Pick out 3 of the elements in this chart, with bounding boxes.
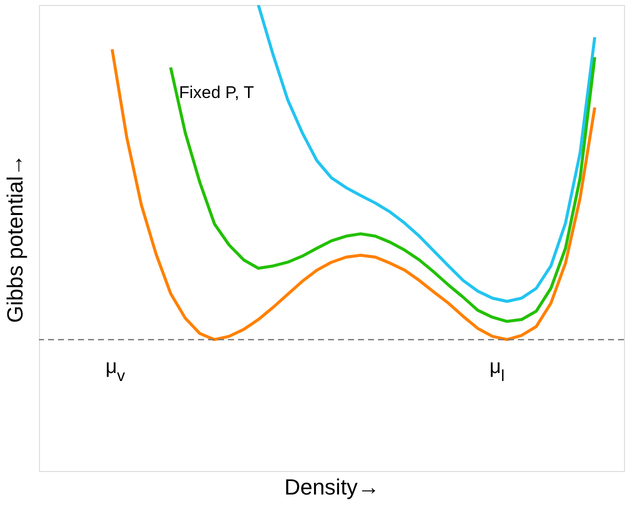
y-axis-title: Gibbs potential→: [2, 154, 28, 323]
x-axis-title: Density→: [284, 474, 380, 500]
annotation: Fixed P, T: [179, 83, 254, 102]
